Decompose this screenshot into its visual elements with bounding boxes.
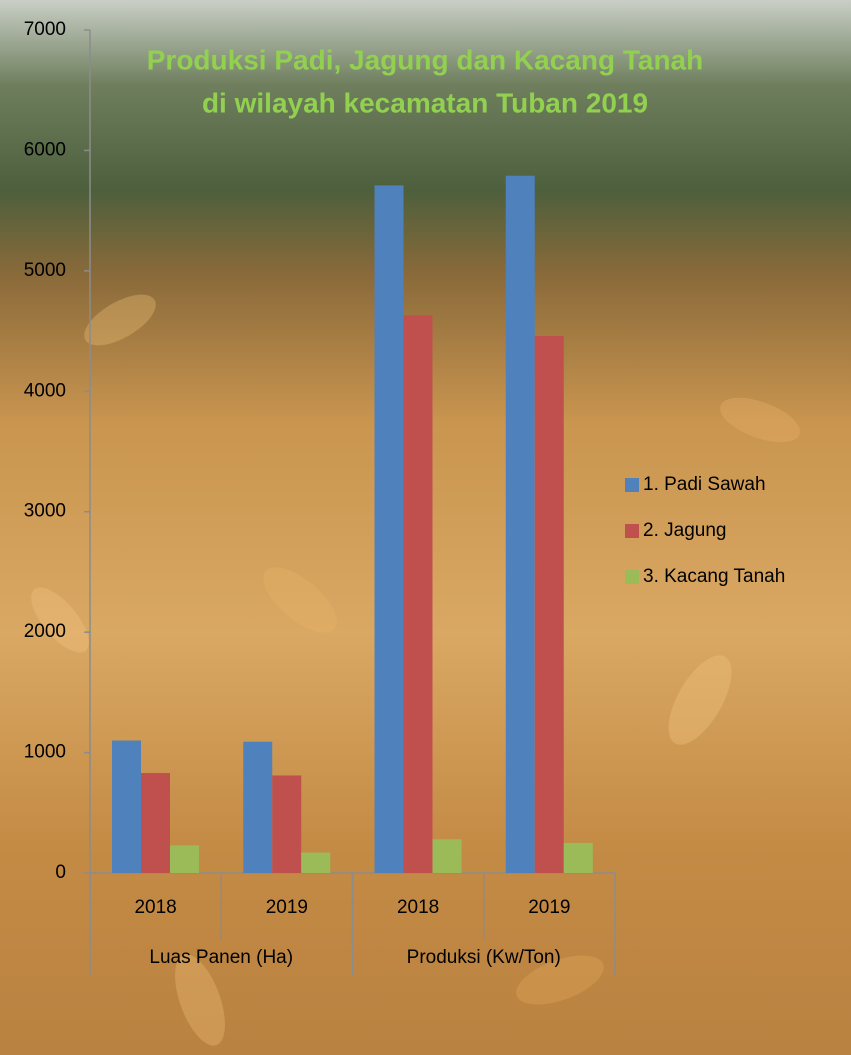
y-tick-label: 2000 (24, 621, 66, 642)
x-tick-label: 2019 (528, 897, 570, 918)
x-tick-label: 2019 (266, 897, 308, 918)
bar (301, 852, 331, 873)
legend-label: 3. Kacang Tanah (643, 566, 785, 587)
bar (432, 839, 462, 873)
bar (403, 315, 433, 873)
background-grains (31, 294, 800, 1046)
y-tick-label: 3000 (24, 501, 66, 522)
chart-title: Produksi Padi, Jagung dan Kacang Tanah (147, 44, 703, 75)
y-tick-label: 4000 (24, 380, 66, 401)
y-tick-label: 5000 (24, 260, 66, 281)
bar (141, 773, 170, 873)
legend-swatch (625, 570, 639, 584)
legend-swatch (625, 478, 639, 492)
x-group-label: Luas Panen (Ha) (149, 947, 293, 968)
x-group-label: Produksi (Kw/Ton) (407, 947, 561, 968)
y-tick-label: 7000 (24, 19, 66, 40)
x-tick-label: 2018 (397, 897, 439, 918)
y-tick-label: 6000 (24, 139, 66, 160)
legend-swatch (625, 524, 639, 538)
y-tick-label: 0 (55, 862, 66, 883)
bar (170, 845, 199, 873)
legend-label: 1. Padi Sawah (643, 474, 766, 495)
bar (112, 740, 141, 873)
bar (243, 741, 273, 873)
bar (272, 775, 302, 873)
bar (374, 185, 404, 874)
chart-subtitle: di wilayah kecamatan Tuban 2019 (202, 87, 648, 118)
bar (563, 842, 593, 873)
bar (505, 175, 535, 873)
bar (534, 335, 564, 874)
legend-label: 2. Jagung (643, 520, 726, 541)
x-tick-label: 2018 (134, 897, 176, 918)
y-tick-label: 1000 (24, 742, 66, 763)
